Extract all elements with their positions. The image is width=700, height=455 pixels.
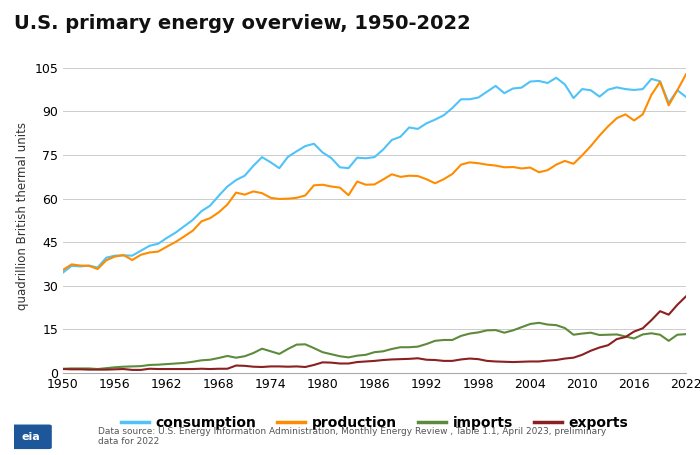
Text: Data source: U.S. Energy Information Administration, Monthly Energy Review , Tab: Data source: U.S. Energy Information Adm… [98,426,606,446]
Y-axis label: quadrillion British thermal units: quadrillion British thermal units [15,122,29,310]
FancyBboxPatch shape [11,425,52,449]
Text: U.S. primary energy overview, 1950-2022: U.S. primary energy overview, 1950-2022 [14,14,470,33]
Legend: consumption, production, imports, exports: consumption, production, imports, export… [116,410,634,435]
Text: eia: eia [22,432,41,442]
